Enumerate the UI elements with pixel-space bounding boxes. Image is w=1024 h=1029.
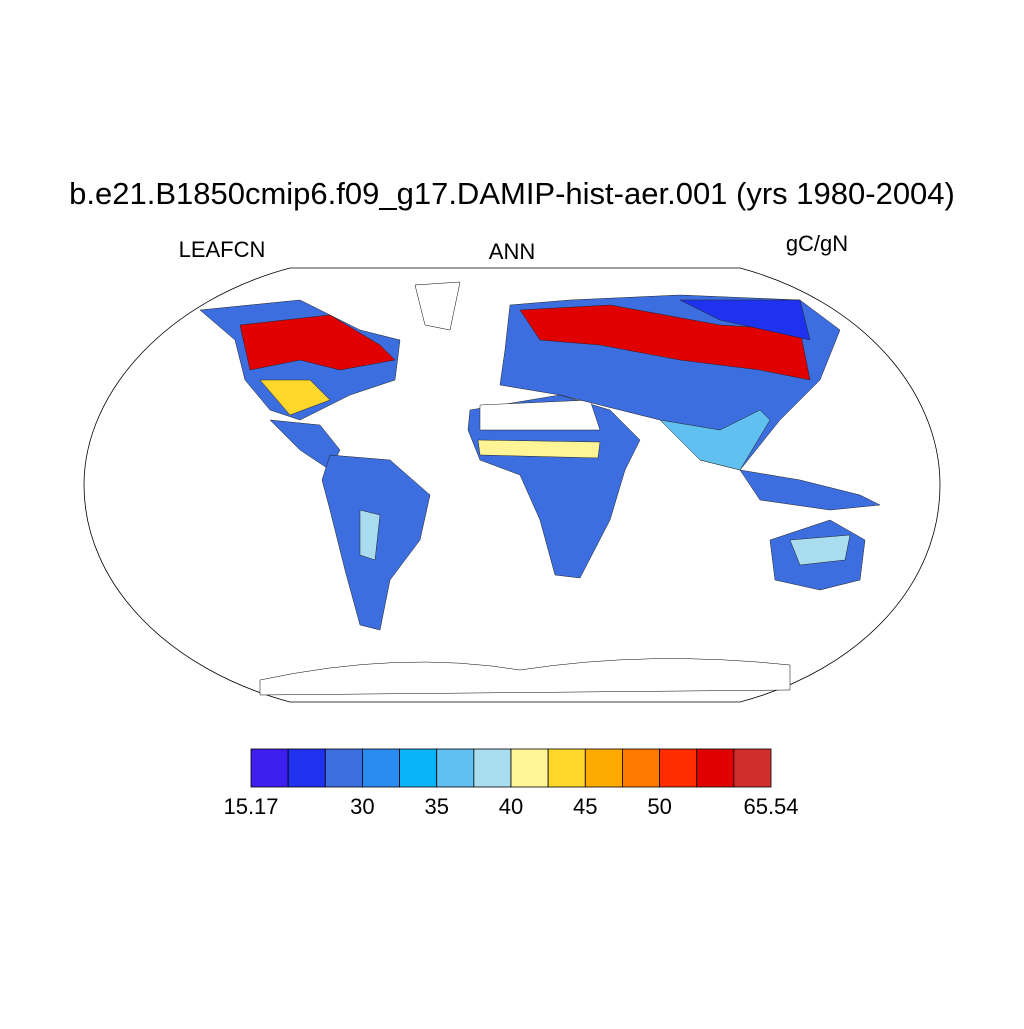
colorbar-box xyxy=(362,748,400,788)
colorbar-label: 15.17 xyxy=(223,794,278,819)
colorbar-label: 45 xyxy=(573,794,597,819)
colorbar-box xyxy=(622,748,660,788)
colorbar-box xyxy=(733,748,772,788)
colorbar-box xyxy=(399,748,438,788)
colorbar-box xyxy=(696,748,735,788)
season-label: ANN xyxy=(489,239,535,264)
colorbar-box xyxy=(659,748,698,788)
colorbar: 15.17 30 35 40 45 50 65.54 xyxy=(223,748,799,819)
colorbar-label: 35 xyxy=(424,794,448,819)
colorbar-box xyxy=(473,748,512,788)
units-label: gC/gN xyxy=(786,231,848,256)
colorbar-label: 50 xyxy=(647,794,671,819)
colorbar-box xyxy=(547,748,586,788)
colorbar-box xyxy=(287,748,326,788)
title: b.e21.B1850cmip6.f09_g17.DAMIP-hist-aer.… xyxy=(69,176,955,211)
colorbar-box xyxy=(510,748,549,788)
colorbar-label: 30 xyxy=(350,794,374,819)
colorbar-box xyxy=(250,748,289,788)
colorbar-box xyxy=(436,748,475,788)
colorbar-box xyxy=(584,748,623,788)
map xyxy=(83,267,941,703)
variable-label: LEAFCN xyxy=(179,237,266,262)
colorbar-box xyxy=(324,748,363,788)
colorbar-label: 65.54 xyxy=(743,794,798,819)
land xyxy=(199,281,881,696)
colorbar-label: 40 xyxy=(499,794,523,819)
